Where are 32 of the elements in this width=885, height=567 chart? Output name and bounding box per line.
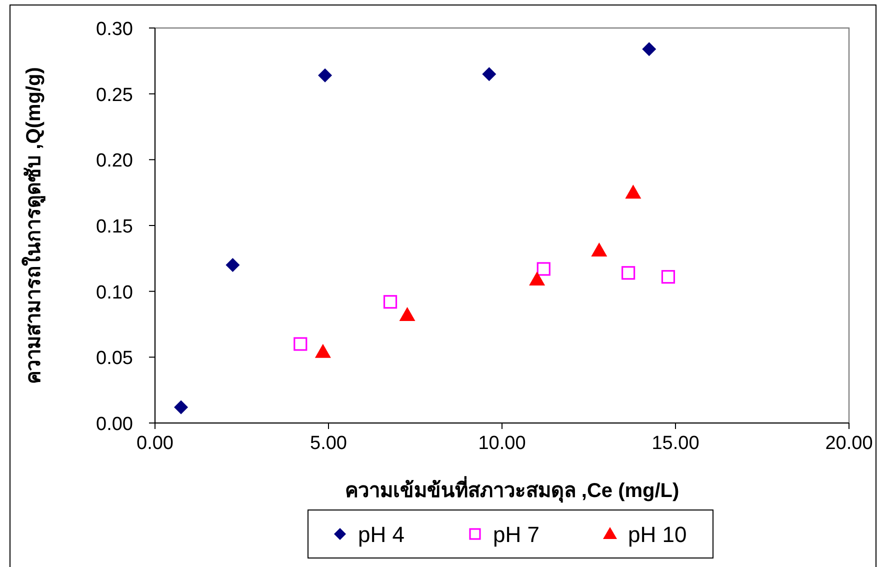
point [591, 242, 608, 257]
point [642, 42, 656, 56]
point [174, 400, 188, 414]
point [294, 337, 308, 351]
x-tick-label: 15.00 [652, 433, 700, 454]
point [482, 67, 496, 82]
point [383, 295, 398, 309]
y-tick-label: 0.00 [96, 414, 133, 435]
y-tick-label: 0.10 [96, 282, 133, 304]
y-tick-label: 0.25 [96, 84, 133, 106]
x-tick-label: 5.00 [310, 433, 347, 454]
point [622, 266, 636, 280]
y-tick-label: 0.05 [96, 348, 133, 370]
point [226, 258, 240, 272]
point [625, 184, 642, 199]
x-axis-title: ความเข้มข้นที่สภาวะสมดุล ,Ce (mg/L) [344, 475, 680, 503]
point [314, 344, 331, 358]
point [399, 307, 416, 322]
point [536, 262, 550, 276]
x-tick-label: 10.00 [478, 433, 526, 454]
x-tick-label: 20.00 [825, 433, 873, 454]
point [661, 270, 676, 284]
y-tick-label: 0.20 [96, 150, 133, 172]
y-tick-label: 0.30 [96, 19, 133, 40]
legend-label: pH 7 [493, 522, 540, 547]
legend-label: pH 10 [628, 522, 687, 547]
y-axis-title: ความสามารถในการดูดซับ ,Q(mg/g) [21, 67, 47, 384]
legend-label: pH 4 [358, 522, 404, 547]
point [529, 271, 546, 286]
point [318, 68, 332, 82]
x-tick-label: 0.00 [136, 433, 174, 454]
y-tick-label: 0.15 [96, 216, 133, 238]
